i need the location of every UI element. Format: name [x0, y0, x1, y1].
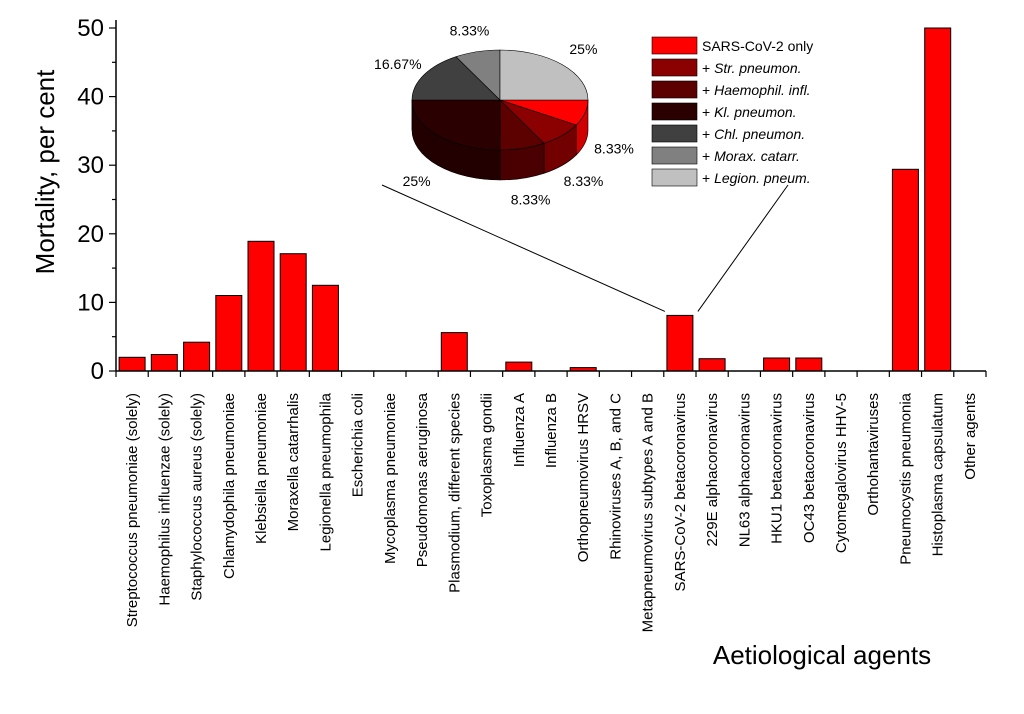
bar-13	[505, 361, 533, 372]
x-tick-label: Chlamydophila pneumoniae	[221, 393, 238, 579]
axes	[109, 20, 987, 377]
connector-line-right	[697, 184, 789, 312]
y-tick-label: 0	[91, 358, 104, 385]
y-tick-label: 10	[77, 289, 104, 316]
legend-swatch-5	[651, 124, 698, 143]
bar-series	[118, 27, 952, 372]
legend-label-2: + Str. pneumon.	[702, 60, 802, 76]
x-tick-label: SARS-CoV-2 betacoronavirus	[672, 393, 689, 591]
x-tick-label: Other agents	[962, 393, 979, 480]
legend-swatch-3	[651, 80, 698, 99]
bar-19	[698, 358, 726, 372]
x-tick-label: HKU1 betacoronavirus	[769, 393, 786, 544]
bar-25	[891, 168, 919, 372]
legend-label-5: + Chl. pneumon.	[702, 126, 805, 142]
bar-4	[215, 295, 243, 372]
x-tick-label: Haemophilus influenzae (solely)	[156, 393, 173, 606]
legend-swatch-7	[651, 168, 698, 187]
x-tick-label: Escherichia coli	[350, 393, 367, 497]
x-tick-labels: Streptococcus pneumoniae (solely) Haemoph…	[124, 392, 979, 632]
x-tick-label: Cytomegalovirus HHV-5	[833, 393, 850, 553]
x-tick-label: 229E alphacoronavirus	[704, 393, 721, 546]
y-tick-label: 40	[77, 84, 104, 111]
x-tick-label: Influenza B	[543, 393, 560, 468]
pie-data-label: 8.33%	[564, 173, 604, 189]
pie-data-label: 25%	[403, 173, 431, 189]
connector-line-left	[381, 184, 666, 312]
x-tick-label: Rhinoviruses A, B, and C	[607, 393, 624, 560]
bar-5	[247, 240, 275, 372]
x-tick-label: Streptococcus pneumoniae (solely)	[124, 393, 141, 627]
x-tick-label: Klebsiella pneumoniae	[253, 393, 270, 544]
legend-swatch-2	[651, 58, 698, 77]
x-tick-label: Moraxella catarrhalis	[285, 393, 302, 531]
legend-label-1: SARS-CoV-2 only	[702, 38, 813, 54]
legend-label-6: + Morax. catarr.	[702, 148, 800, 164]
pie-data-label: 8.33%	[450, 23, 490, 39]
bar-21	[763, 357, 791, 372]
x-tick-label: Influenza A	[511, 393, 528, 467]
legend-swatch-4	[651, 102, 698, 121]
x-tick-label: Pseudomonas aeruginosa	[414, 392, 431, 567]
legend-label-3: + Haemophil. infl.	[702, 82, 811, 98]
pie-data-label: 8.33%	[594, 141, 634, 157]
pie-slice-7	[499, 49, 589, 101]
bar-1	[118, 356, 146, 372]
pie-data-label: 16.67%	[374, 56, 421, 72]
x-tick-label: Staphylococcus aureus (solely)	[189, 393, 206, 601]
x-axis-title: Aetiological agents	[713, 640, 931, 670]
x-tick-label: Pneumocystis pneumonia	[897, 392, 914, 564]
bar-3	[183, 341, 211, 372]
bar-6	[279, 253, 307, 372]
bar-22	[795, 357, 823, 372]
pie-inset: 8.33% 8.33% 8.33% 25% 16.67% 8.33% 25%	[374, 23, 634, 208]
pie-slice-5	[411, 56, 501, 101]
pie-slice-4	[411, 99, 501, 151]
bar-2	[150, 354, 178, 372]
pie-data-label: 25%	[569, 41, 597, 57]
x-tick-label: Legionella pneumophila	[317, 392, 334, 551]
bar-7	[311, 284, 339, 372]
legend-swatch-1	[651, 36, 698, 55]
pie-legend: SARS-CoV-2 only + Str. pneumon. + Haemophi…	[651, 36, 813, 187]
x-tick-label: Histoplasma capsulatum	[930, 393, 947, 556]
bar-11	[440, 332, 468, 372]
y-tick-labels: 0 10 20 30 40 50	[77, 15, 104, 385]
y-tick-label: 20	[77, 221, 104, 248]
x-tick-label: Metapneumovirus subtypes A and B	[640, 393, 657, 632]
y-axis-title: Mortality, per cent	[30, 69, 60, 274]
legend-label-7: + Legion. pneum.	[702, 170, 811, 186]
x-tick-label: Orthopneumovirus HRSV	[575, 393, 592, 562]
bar-18	[666, 314, 694, 372]
y-tick-label: 50	[77, 15, 104, 42]
y-tick-label: 30	[77, 152, 104, 179]
bar-26	[924, 27, 952, 372]
x-tick-label: OC43 betacoronavirus	[801, 393, 818, 543]
x-tick-label: NL63 alphacoronavirus	[736, 393, 753, 547]
legend-label-4: + Kl. pneumon.	[702, 104, 797, 120]
x-tick-label: Orthohantaviruses	[865, 393, 882, 516]
inset-connector-lines	[381, 184, 789, 312]
legend-swatch-6	[651, 146, 698, 165]
pie-data-label: 8.33%	[511, 192, 551, 208]
x-tick-label: Mycoplasma pneumoniae	[382, 393, 399, 564]
x-tick-label: Plasmodium, different species	[446, 393, 463, 593]
x-tick-label: Toxoplasma gondii	[479, 393, 496, 517]
